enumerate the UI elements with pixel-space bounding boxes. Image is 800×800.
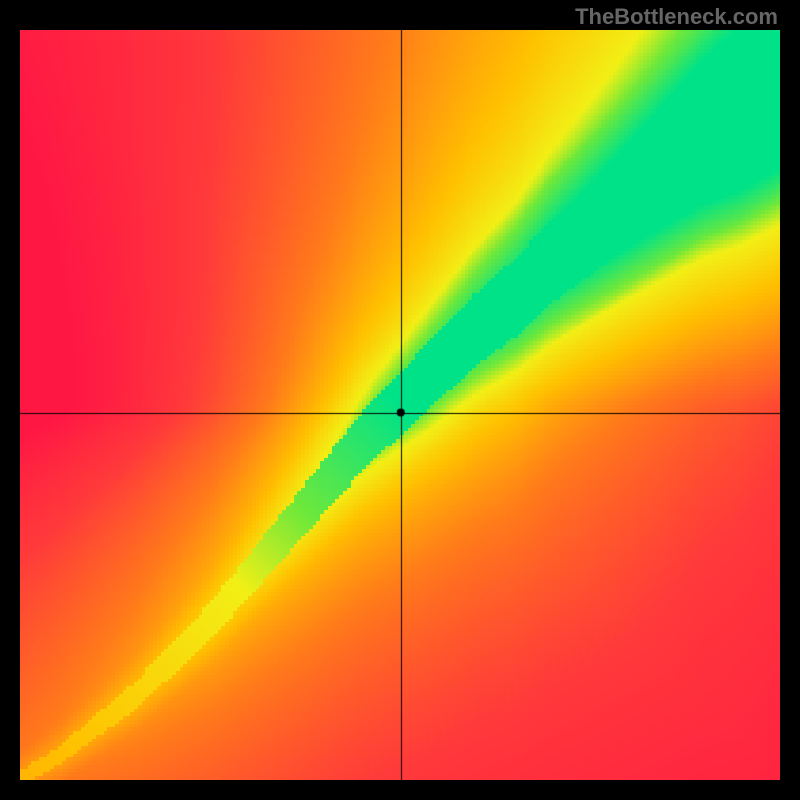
chart-container: TheBottleneck.com	[0, 0, 800, 800]
watermark-text: TheBottleneck.com	[575, 4, 778, 30]
crosshair-overlay	[20, 30, 780, 780]
